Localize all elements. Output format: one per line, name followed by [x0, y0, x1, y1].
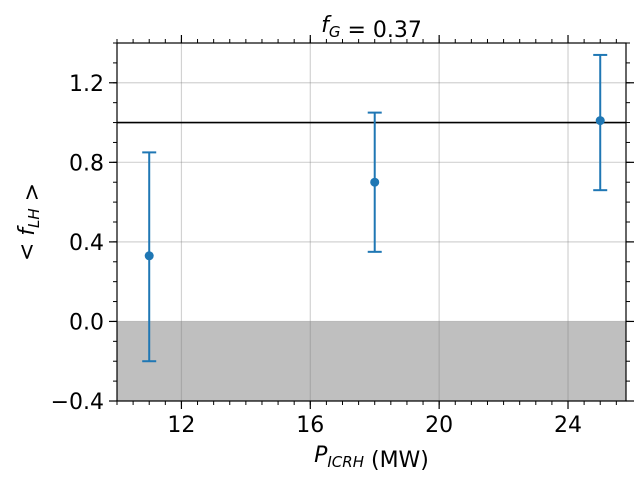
- shaded-region: [117, 321, 626, 401]
- data-point: [144, 251, 154, 261]
- x-tick-label: 12: [167, 413, 195, 438]
- data-point: [370, 177, 380, 187]
- x-tick-label: 20: [425, 413, 453, 438]
- data-point: [595, 116, 605, 126]
- x-tick-label: 24: [554, 413, 582, 438]
- x-axis-label: PICRH (MW): [314, 443, 429, 473]
- y-axis-label: < fLH >: [15, 183, 45, 261]
- x-tick-label: 16: [296, 413, 324, 438]
- y-tick-label: −0.4: [51, 390, 104, 415]
- chart-title: fG = 0.37: [321, 13, 422, 43]
- y-tick-label: 0.0: [69, 310, 104, 335]
- plot-frame: [116, 42, 627, 402]
- y-tick-label: 1.2: [69, 72, 104, 97]
- y-tick-label: 0.8: [69, 151, 104, 176]
- y-tick-label: 0.4: [69, 231, 104, 256]
